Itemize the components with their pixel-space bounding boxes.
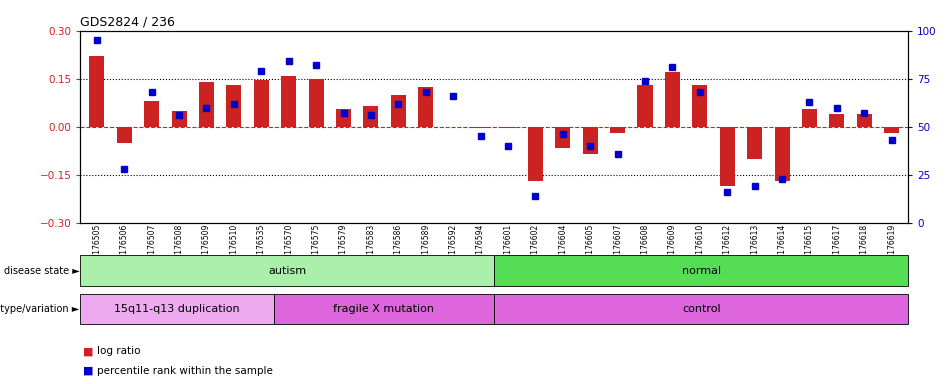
Bar xyxy=(747,127,762,159)
Text: disease state ►: disease state ► xyxy=(4,266,79,276)
Bar xyxy=(273,294,494,324)
Bar xyxy=(391,95,406,127)
Text: ■: ■ xyxy=(83,366,94,376)
Bar xyxy=(171,111,186,127)
Bar xyxy=(720,127,735,186)
Bar xyxy=(494,255,908,286)
Bar xyxy=(254,80,269,127)
Text: genotype/variation ►: genotype/variation ► xyxy=(0,304,79,314)
Text: percentile rank within the sample: percentile rank within the sample xyxy=(97,366,273,376)
Bar xyxy=(638,85,653,127)
Bar xyxy=(775,127,790,181)
Bar xyxy=(199,82,214,127)
Bar xyxy=(665,72,680,127)
Text: ■: ■ xyxy=(83,346,94,356)
Text: GDS2824 / 236: GDS2824 / 236 xyxy=(80,15,175,28)
Bar xyxy=(885,127,900,133)
Text: fragile X mutation: fragile X mutation xyxy=(333,304,434,314)
Bar xyxy=(802,109,817,127)
Bar xyxy=(281,76,296,127)
Bar xyxy=(144,101,159,127)
Text: control: control xyxy=(682,304,721,314)
Bar xyxy=(336,109,351,127)
Bar xyxy=(692,85,708,127)
Bar xyxy=(528,127,543,181)
Bar xyxy=(116,127,131,143)
Bar xyxy=(226,85,241,127)
Bar xyxy=(363,106,378,127)
Bar xyxy=(583,127,598,154)
Bar xyxy=(610,127,625,133)
Bar xyxy=(473,127,488,128)
Bar xyxy=(308,79,324,127)
Bar xyxy=(418,87,433,127)
Text: 15q11-q13 duplication: 15q11-q13 duplication xyxy=(114,304,239,314)
Bar xyxy=(555,127,570,147)
Bar xyxy=(494,294,908,324)
Bar xyxy=(89,56,104,127)
Bar xyxy=(500,127,516,128)
Bar xyxy=(80,255,494,286)
Text: normal: normal xyxy=(682,266,721,276)
Text: autism: autism xyxy=(269,266,307,276)
Bar xyxy=(830,114,845,127)
Bar xyxy=(857,114,872,127)
Text: log ratio: log ratio xyxy=(97,346,141,356)
Bar xyxy=(80,294,273,324)
